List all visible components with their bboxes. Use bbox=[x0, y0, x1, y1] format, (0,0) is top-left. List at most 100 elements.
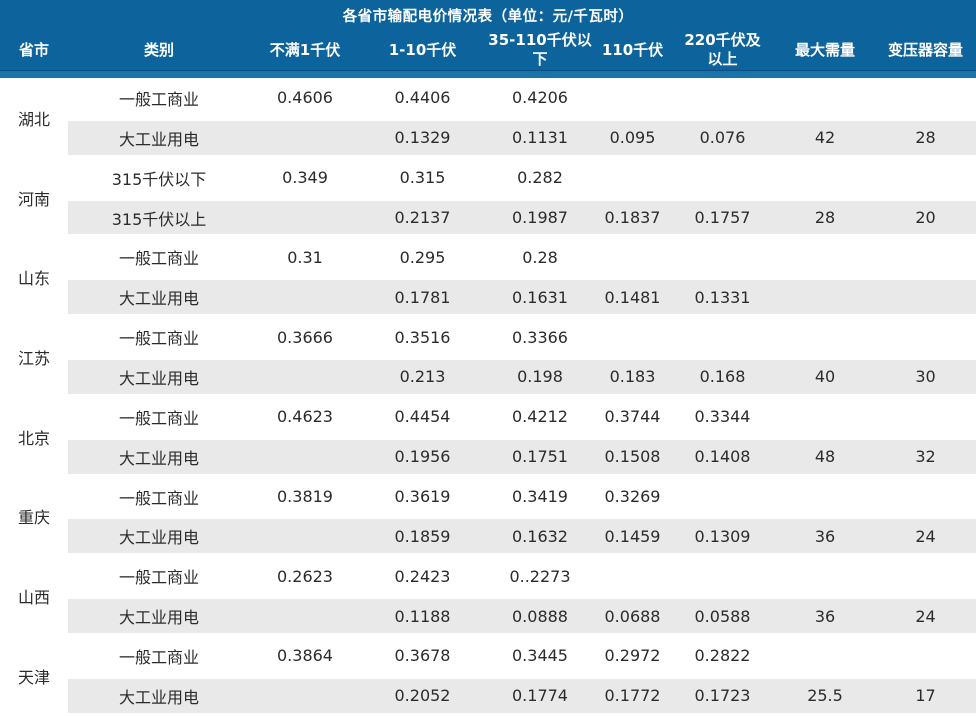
value-cell: 0.1481 bbox=[595, 277, 670, 318]
table-row: 重庆 一般工商业 0.3819 0.3619 0.3419 0.3269 bbox=[0, 476, 976, 557]
header-accent-band-fill bbox=[0, 70, 976, 78]
value-cell bbox=[670, 78, 775, 118]
value-cell: 0.4623 bbox=[250, 396, 360, 437]
value-cell bbox=[875, 636, 976, 676]
value-cell: 0.1459 bbox=[595, 516, 670, 557]
category-cell: 大工业用电 bbox=[68, 516, 250, 557]
table-row: 大工业用电 0.2052 0.1774 0.1772 0.1723 25.5 17 bbox=[0, 675, 976, 716]
value-cell: 0.1837 bbox=[595, 197, 670, 238]
column-header-110kv: 110千伏 bbox=[595, 30, 670, 70]
value-cell bbox=[875, 556, 976, 597]
category-cell: 大工业用电 bbox=[68, 596, 250, 637]
value-cell: 0.4606 bbox=[250, 78, 360, 118]
value-cell: 0.0688 bbox=[595, 596, 670, 637]
value-cell: 0.2423 bbox=[360, 556, 485, 597]
value-cell: 0.349 bbox=[250, 157, 360, 198]
value-cell: 24 bbox=[875, 516, 976, 557]
value-cell bbox=[595, 237, 670, 278]
table-title: 各省市输配电价情况表（单位：元/千瓦时） bbox=[0, 0, 976, 30]
value-cell: 0.3864 bbox=[250, 636, 360, 676]
value-cell: 40 bbox=[775, 357, 875, 397]
value-cell: 0.0888 bbox=[485, 596, 595, 637]
value-cell: 36 bbox=[775, 596, 875, 637]
category-cell: 大工业用电 bbox=[68, 357, 250, 397]
value-cell: 0.3344 bbox=[670, 396, 775, 437]
province-cell: 天津 bbox=[0, 636, 68, 716]
value-cell: 0.3619 bbox=[360, 476, 485, 517]
value-cell bbox=[775, 556, 875, 597]
header-accent-band bbox=[0, 70, 976, 78]
value-cell bbox=[775, 78, 875, 118]
value-cell: 0.3666 bbox=[250, 317, 360, 358]
value-cell: 0.282 bbox=[485, 157, 595, 198]
value-cell: 0.1331 bbox=[670, 277, 775, 318]
value-cell: 30 bbox=[875, 357, 976, 397]
value-cell: 0.1188 bbox=[360, 596, 485, 637]
value-cell bbox=[875, 317, 976, 358]
value-cell: 0.31 bbox=[250, 237, 360, 278]
value-cell: 0.3819 bbox=[250, 476, 360, 517]
value-cell: 0.1757 bbox=[670, 197, 775, 238]
value-cell: 25.5 bbox=[775, 675, 875, 716]
value-cell: 0.3269 bbox=[595, 476, 670, 517]
table-row: 大工业用电 0.1188 0.0888 0.0688 0.0588 36 24 bbox=[0, 596, 976, 637]
value-cell: 0.3445 bbox=[485, 636, 595, 676]
value-cell bbox=[875, 476, 976, 517]
table-row: 天津 一般工商业 0.3864 0.3678 0.3445 0.2972 0.2822 bbox=[0, 636, 976, 716]
value-cell: 0.2137 bbox=[360, 197, 485, 238]
value-cell bbox=[250, 516, 360, 557]
value-cell bbox=[670, 556, 775, 597]
province-cell: 山西 bbox=[0, 556, 68, 637]
value-cell bbox=[775, 277, 875, 318]
value-cell: 36 bbox=[775, 516, 875, 557]
value-cell bbox=[775, 636, 875, 676]
table-row: 大工业用电 0.1781 0.1631 0.1481 0.1331 bbox=[0, 277, 976, 318]
value-cell: 0.1956 bbox=[360, 436, 485, 477]
column-header-max-demand: 最大需量 bbox=[775, 30, 875, 70]
value-cell: 28 bbox=[875, 117, 976, 158]
value-cell bbox=[775, 396, 875, 437]
category-cell: 一般工商业 bbox=[68, 636, 250, 676]
value-cell: 0.2822 bbox=[670, 636, 775, 676]
province-cell: 北京 bbox=[0, 396, 68, 477]
value-cell: 17 bbox=[875, 675, 976, 716]
category-cell: 一般工商业 bbox=[68, 476, 250, 517]
value-cell bbox=[875, 277, 976, 318]
value-cell: 0.3366 bbox=[485, 317, 595, 358]
value-cell: 20 bbox=[875, 197, 976, 238]
value-cell: 28 bbox=[775, 197, 875, 238]
value-cell: 0.4212 bbox=[485, 396, 595, 437]
value-cell bbox=[250, 117, 360, 158]
table-row: 山东 一般工商业 0.31 0.295 0.28 bbox=[0, 237, 976, 318]
value-cell bbox=[250, 675, 360, 716]
table-row: 大工业用电 0.1956 0.1751 0.1508 0.1408 48 32 bbox=[0, 436, 976, 477]
value-cell: 0.1987 bbox=[485, 197, 595, 238]
category-cell: 一般工商业 bbox=[68, 78, 250, 118]
value-cell: 0.1781 bbox=[360, 277, 485, 318]
table-row: 湖北 一般工商业 0.4606 0.4406 0.4206 bbox=[0, 78, 976, 158]
value-cell: 0.198 bbox=[485, 357, 595, 397]
value-cell: 0..2273 bbox=[485, 556, 595, 597]
value-cell: 0.4406 bbox=[360, 78, 485, 118]
column-header-category: 类别 bbox=[68, 30, 250, 70]
value-cell: 0.1329 bbox=[360, 117, 485, 158]
column-header-35-110kv: 35-110千伏以下 bbox=[485, 30, 595, 70]
value-cell: 0.3678 bbox=[360, 636, 485, 676]
value-cell: 0.3516 bbox=[360, 317, 485, 358]
value-cell bbox=[250, 197, 360, 238]
column-header-transformer-capacity: 变压器容量 bbox=[875, 30, 976, 70]
value-cell: 0.1508 bbox=[595, 436, 670, 477]
value-cell: 0.076 bbox=[670, 117, 775, 158]
value-cell bbox=[595, 157, 670, 198]
pricing-table: 省市 类别 不满1千伏 1-10千伏 35-110千伏以下 110千伏 220千… bbox=[0, 30, 976, 716]
province-cell: 江苏 bbox=[0, 317, 68, 397]
value-cell: 48 bbox=[775, 436, 875, 477]
table-row: 北京 一般工商业 0.4623 0.4454 0.4212 0.3744 0.3344 bbox=[0, 396, 976, 477]
category-cell: 大工业用电 bbox=[68, 675, 250, 716]
value-cell bbox=[250, 357, 360, 397]
table-row: 大工业用电 0.1329 0.1131 0.095 0.076 42 28 bbox=[0, 117, 976, 158]
value-cell: 0.095 bbox=[595, 117, 670, 158]
category-cell: 大工业用电 bbox=[68, 277, 250, 318]
value-cell bbox=[250, 436, 360, 477]
